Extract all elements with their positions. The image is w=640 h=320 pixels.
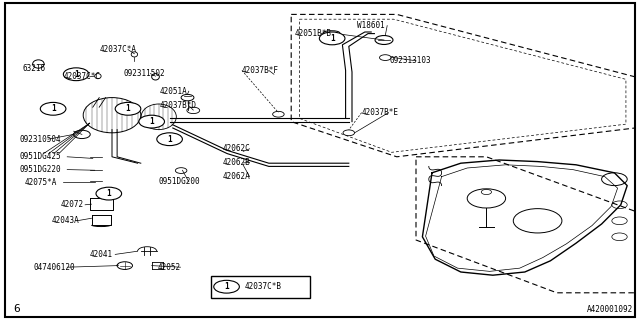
Text: 42043A: 42043A — [51, 216, 79, 225]
Text: 1: 1 — [330, 34, 335, 43]
Text: 42037C*B: 42037C*B — [244, 282, 282, 291]
Text: 1: 1 — [224, 282, 229, 291]
Bar — [211, 276, 310, 298]
Circle shape — [319, 32, 345, 45]
Text: 63216: 63216 — [22, 64, 45, 73]
Circle shape — [63, 68, 89, 81]
Text: 42062B: 42062B — [223, 158, 250, 167]
Text: 1: 1 — [51, 104, 56, 113]
Text: 0951DG220: 0951DG220 — [19, 165, 61, 174]
Circle shape — [214, 280, 239, 293]
Circle shape — [96, 187, 122, 200]
Text: 1: 1 — [74, 70, 79, 79]
Text: A420001092: A420001092 — [588, 305, 634, 314]
Circle shape — [40, 102, 66, 115]
Text: 092313103: 092313103 — [389, 56, 431, 65]
Circle shape — [139, 115, 164, 128]
Text: 6: 6 — [13, 304, 20, 314]
Text: 42051A: 42051A — [160, 87, 188, 96]
Text: 42062A: 42062A — [223, 172, 250, 181]
Text: 0951DG425: 0951DG425 — [19, 152, 61, 161]
Text: 42051B*B: 42051B*B — [294, 29, 332, 38]
Text: 42062C: 42062C — [223, 144, 250, 153]
Text: 0951DG200: 0951DG200 — [159, 177, 200, 186]
Text: 42037B*F: 42037B*F — [242, 66, 279, 75]
Text: 1: 1 — [149, 117, 154, 126]
Text: W18601: W18601 — [357, 21, 385, 30]
Text: 42037B*E: 42037B*E — [362, 108, 399, 117]
Text: 1: 1 — [106, 189, 111, 198]
Text: 42037B*D: 42037B*D — [160, 101, 197, 110]
Text: 42052: 42052 — [158, 263, 181, 272]
Text: 42037C*A: 42037C*A — [99, 45, 136, 54]
Circle shape — [157, 133, 182, 146]
Text: 42072: 42072 — [61, 200, 84, 209]
Text: 047406120: 047406120 — [33, 263, 75, 272]
Text: 092311502: 092311502 — [124, 69, 165, 78]
Text: 42075*A: 42075*A — [24, 178, 57, 187]
Circle shape — [115, 102, 141, 115]
Text: 42037C*C: 42037C*C — [64, 72, 101, 81]
Text: 42041: 42041 — [90, 250, 113, 259]
Text: 1: 1 — [125, 104, 131, 113]
Text: 092310504: 092310504 — [19, 135, 61, 144]
Text: 1: 1 — [167, 135, 172, 144]
